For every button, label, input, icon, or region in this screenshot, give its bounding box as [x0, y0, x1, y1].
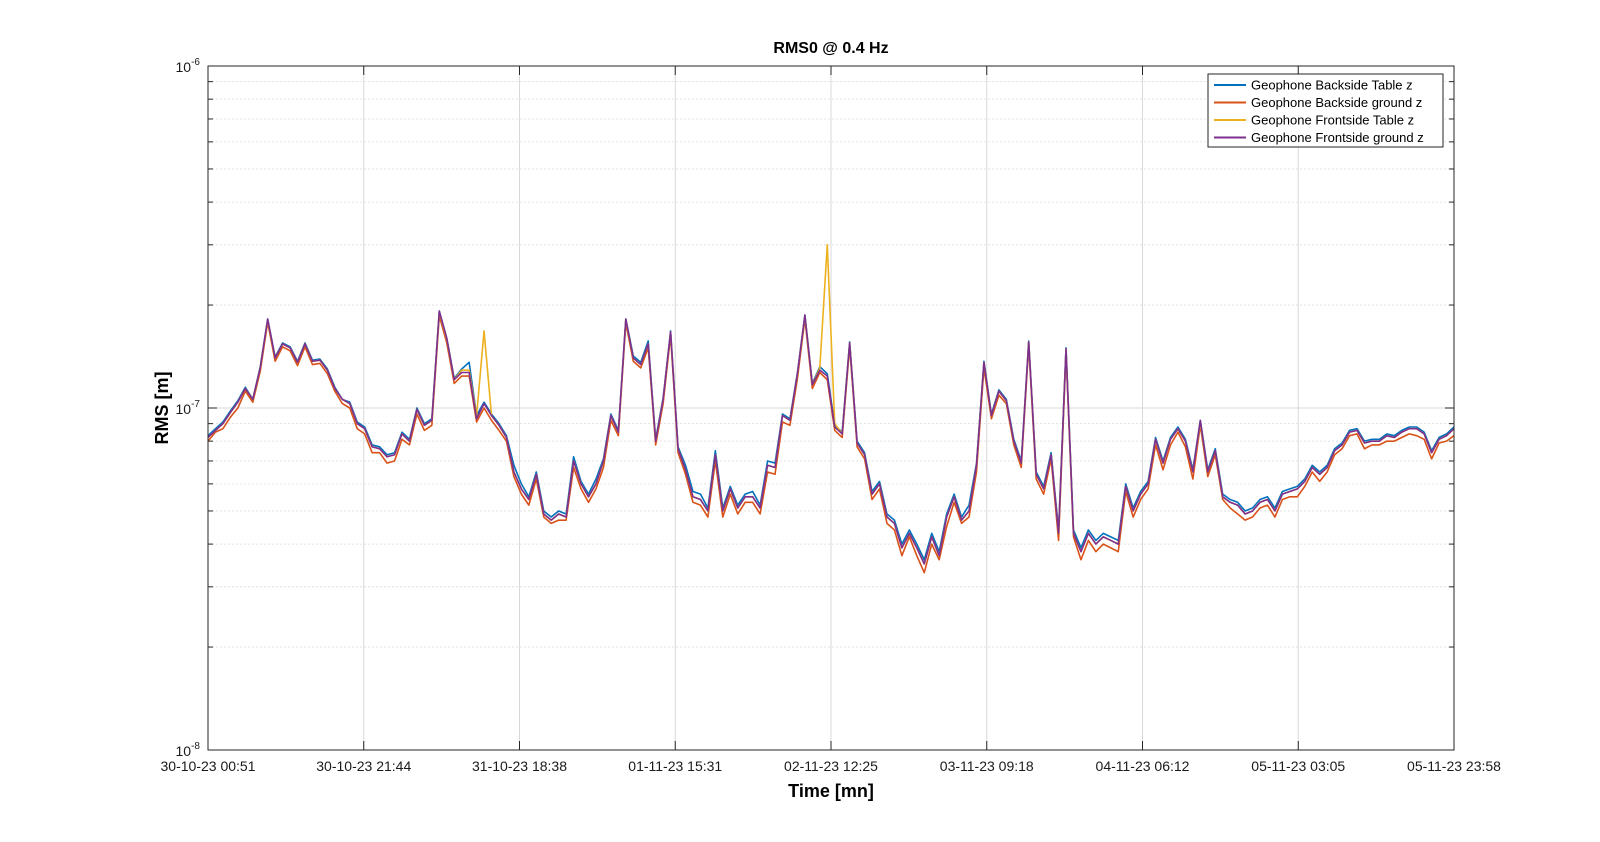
y-tick-label: 10-6 [176, 57, 201, 75]
legend-label-3: Geophone Frontside Table z [1251, 113, 1414, 128]
x-tick-label: 31-10-23 18:38 [472, 758, 567, 774]
x-tick-labels: 30-10-23 00:51 30-10-23 21:44 31-10-23 18:… [161, 758, 1502, 774]
y-axis-label: RMS [m] [152, 372, 172, 445]
x-tick-label: 30-10-23 21:44 [316, 758, 411, 774]
y-tick-label: 10-8 [176, 741, 201, 759]
series-line-4 [207, 310, 1455, 565]
y-tick-label: 10-7 [176, 399, 201, 417]
legend-box [1207, 73, 1444, 148]
y-tick-labels: 10-8 10-7 10-6 [176, 57, 201, 759]
series-lines [207, 244, 1455, 574]
x-axis-label: Time [mn] [788, 781, 874, 801]
x-tick-label: 05-11-23 23:58 [1407, 758, 1501, 774]
legend-label-1: Geophone Backside Table z [1251, 78, 1413, 93]
axis-ticks [207, 65, 1455, 751]
legend: Geophone Backside Table z Geophone Backsi… [1207, 73, 1444, 148]
x-tick-label: 03-11-23 09:18 [940, 758, 1034, 774]
x-tick-label: 05-11-23 03:05 [1251, 758, 1345, 774]
chart-title: RMS0 @ 0.4 Hz [773, 40, 888, 57]
x-tick-label: 30-10-23 00:51 [161, 758, 256, 774]
x-tick-label: 02-11-23 12:25 [784, 758, 878, 774]
legend-label-2: Geophone Backside ground z [1251, 95, 1422, 110]
legend-label-4: Geophone Frontside ground z [1251, 130, 1424, 145]
x-tick-label: 04-11-23 06:12 [1096, 758, 1190, 774]
x-tick-label: 01-11-23 15:31 [628, 758, 722, 774]
